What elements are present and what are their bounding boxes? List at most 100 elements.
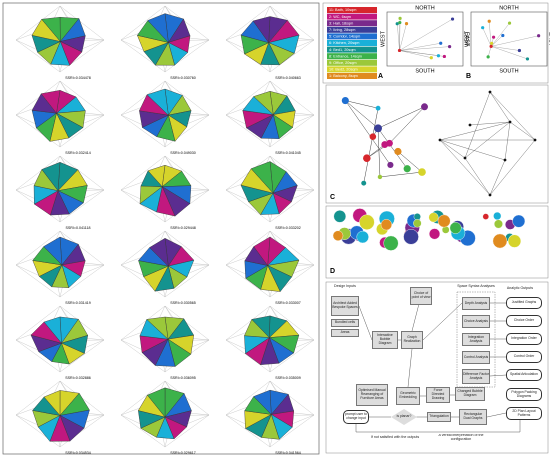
plan-label: SSRI=0.040663 xyxy=(275,76,300,80)
edge xyxy=(488,46,492,57)
arrow xyxy=(358,305,373,341)
room xyxy=(253,236,271,267)
outline xyxy=(15,5,105,73)
plan-label: SSRI=0.030565 xyxy=(170,301,195,305)
edge xyxy=(491,23,510,47)
legend-label: 8: Entrance, 14sqm xyxy=(329,54,362,58)
outline xyxy=(15,380,105,448)
edge xyxy=(345,100,391,166)
flow-node: A verbal interpretation of the configura… xyxy=(438,434,484,441)
node xyxy=(377,174,383,180)
room xyxy=(43,316,62,344)
outline xyxy=(225,305,315,373)
legend-swatch xyxy=(327,7,377,13)
node xyxy=(508,120,512,124)
outline xyxy=(225,80,315,148)
flow-node: Space Syntax Analyses xyxy=(457,284,495,289)
flow-node: Design Inputs xyxy=(334,284,356,289)
bubble xyxy=(380,219,392,231)
plan-label: SSRI=0.031419 xyxy=(65,301,90,305)
outline xyxy=(225,230,315,298)
direction: SOUTH xyxy=(415,68,434,74)
edge xyxy=(509,121,536,141)
bubble xyxy=(492,233,508,249)
plan-label: SSRI=0.041118 xyxy=(66,226,91,230)
direction: WEST xyxy=(464,30,470,47)
edge xyxy=(439,139,506,161)
node xyxy=(468,123,472,127)
plan-label: SSRI=0.049030 xyxy=(170,151,195,155)
edge xyxy=(389,106,425,144)
node xyxy=(387,161,394,169)
analysis-group xyxy=(456,291,496,388)
node xyxy=(489,44,493,48)
node xyxy=(507,21,512,25)
legend-swatch xyxy=(327,73,377,79)
room xyxy=(253,90,274,116)
edge xyxy=(469,121,511,126)
flow-node: 2D Plan Layout Patterns xyxy=(506,407,542,420)
flow-node: Choice Analysis xyxy=(462,315,490,328)
legend-label: 3: Hall, 18sqm xyxy=(329,21,353,25)
node xyxy=(397,48,402,53)
flow-node: Spatial Articulation xyxy=(506,369,542,381)
bubble xyxy=(449,222,462,234)
plan-label: SSRI=0.032886 xyxy=(65,376,90,380)
plan-label: SSRI=0.032414 xyxy=(65,151,90,155)
node xyxy=(537,34,541,38)
legend-label: 10: Bed2, 20sqm xyxy=(329,68,358,72)
bubble xyxy=(413,213,421,221)
legend-swatch xyxy=(327,26,377,33)
flow-node: prompt user to change input xyxy=(343,410,369,424)
flow-node: Polygon Packing Diagrams xyxy=(506,388,542,401)
direction: WEST xyxy=(380,30,386,47)
direction: NORTH xyxy=(499,5,518,11)
outline xyxy=(225,5,315,73)
node xyxy=(394,147,402,156)
node xyxy=(450,17,455,21)
panel-tag: A xyxy=(378,73,383,80)
node xyxy=(488,193,492,197)
edge xyxy=(399,23,407,51)
bubble xyxy=(512,214,526,228)
flow-node: Bundled cells xyxy=(331,319,359,327)
flow-node: Choice of point of view xyxy=(410,287,432,305)
room xyxy=(149,237,169,267)
room xyxy=(146,316,169,340)
bubble xyxy=(493,211,502,221)
edge xyxy=(504,121,511,161)
node xyxy=(448,44,452,49)
bubble xyxy=(332,230,344,241)
edge xyxy=(464,121,511,159)
bubble xyxy=(507,234,522,248)
edge xyxy=(491,35,539,47)
edge xyxy=(397,23,400,51)
edge xyxy=(345,100,379,109)
bubble xyxy=(359,214,375,230)
room xyxy=(147,387,166,418)
flow-node: Analytic Outputs xyxy=(506,286,534,291)
legend-label: 9: Office, 20sqm xyxy=(329,61,357,65)
outline xyxy=(15,80,105,148)
node xyxy=(363,154,371,162)
compass-box xyxy=(386,11,464,67)
room xyxy=(40,90,61,114)
node xyxy=(439,41,443,45)
outline xyxy=(120,230,210,298)
flow-node: Areas xyxy=(331,329,359,337)
node xyxy=(488,90,492,94)
room xyxy=(250,161,274,194)
room xyxy=(146,88,169,116)
room xyxy=(41,161,61,192)
direction: EAST xyxy=(464,32,470,47)
outline xyxy=(120,80,210,148)
edge xyxy=(379,171,423,178)
edge xyxy=(491,46,520,51)
bubble xyxy=(356,230,369,244)
bubble xyxy=(428,212,439,223)
flow-node: Changed Bubble Diagram xyxy=(455,387,485,401)
node xyxy=(486,55,490,59)
node xyxy=(438,138,442,142)
panel-tag: C xyxy=(330,194,335,201)
legend-swatch xyxy=(327,33,377,40)
